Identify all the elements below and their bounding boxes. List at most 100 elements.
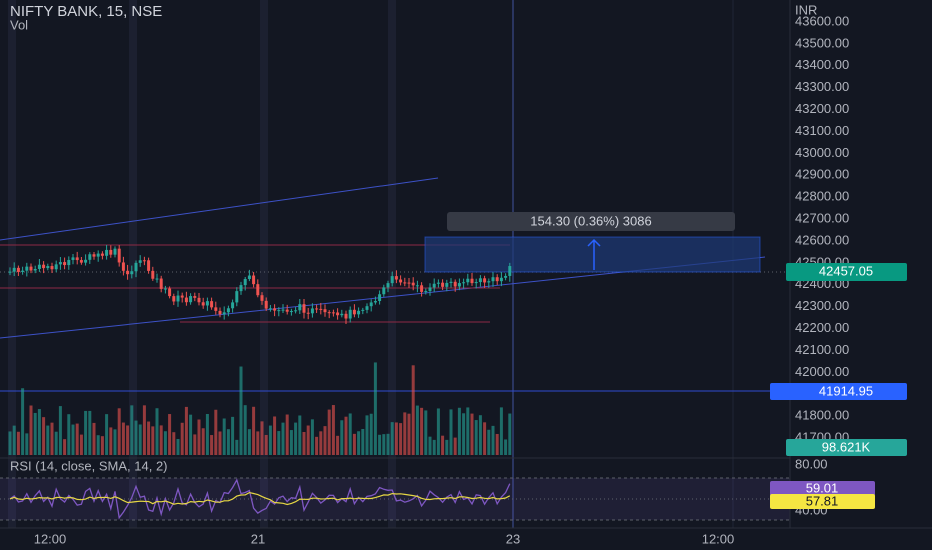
- candle: [113, 248, 117, 255]
- candle: [205, 301, 209, 306]
- candle: [365, 306, 369, 310]
- candle: [16, 267, 20, 272]
- candle: [281, 309, 285, 311]
- volume-bar: [184, 406, 188, 455]
- volume-bar: [445, 439, 449, 455]
- volume-bar: [189, 414, 193, 455]
- candle: [163, 288, 167, 290]
- candle: [193, 296, 197, 298]
- volume-bar: [508, 413, 512, 455]
- candle: [235, 291, 239, 303]
- time-label: 12:00: [702, 531, 735, 546]
- candle: [92, 254, 96, 257]
- price-label: 43300.00: [795, 79, 849, 94]
- price-label: 42900.00: [795, 167, 849, 182]
- candle: [474, 282, 478, 284]
- candle: [340, 313, 344, 316]
- volume-bar: [58, 406, 62, 455]
- volume-bar: [470, 413, 474, 455]
- candle: [268, 308, 272, 310]
- candle: [138, 260, 142, 263]
- candle: [344, 313, 348, 319]
- candle: [310, 308, 314, 314]
- volume-bar: [441, 435, 445, 455]
- volume-bar: [386, 433, 390, 455]
- rsi-axis-label: 80.00: [795, 456, 828, 471]
- candle: [147, 260, 151, 271]
- candle: [201, 302, 205, 306]
- candle: [453, 281, 457, 287]
- candle: [499, 277, 503, 282]
- volume-bar: [16, 431, 20, 455]
- volume-bar: [361, 428, 365, 455]
- candle: [319, 308, 323, 310]
- candle: [504, 275, 508, 278]
- candle: [8, 271, 12, 273]
- volume-bar: [63, 439, 67, 455]
- candle: [151, 270, 155, 279]
- volume-bar: [222, 418, 226, 455]
- volume-bar: [50, 422, 54, 455]
- candle: [50, 266, 54, 270]
- candle: [142, 260, 146, 262]
- price-label: 42300.00: [795, 298, 849, 313]
- volume-bar: [180, 422, 184, 455]
- volume-bar: [268, 425, 272, 455]
- price-label: 43200.00: [795, 101, 849, 116]
- volume-bar: [84, 410, 88, 455]
- volume-bar: [12, 425, 16, 455]
- volume-bar: [163, 431, 167, 455]
- volume-bar: [205, 413, 209, 455]
- volume-label: Vol: [10, 17, 28, 32]
- candle: [369, 302, 373, 307]
- volume-bar: [126, 425, 130, 455]
- volume-bar: [264, 434, 268, 455]
- volume-bar: [54, 431, 58, 455]
- volume-bars: [8, 362, 512, 455]
- candle: [264, 300, 268, 309]
- candle: [130, 271, 134, 275]
- volume-bar: [235, 439, 239, 455]
- last-price: 42457.05: [819, 263, 873, 278]
- candle: [21, 270, 25, 272]
- candle: [33, 268, 37, 271]
- volume-bar: [256, 431, 260, 455]
- volume-bar: [155, 408, 159, 455]
- candle: [495, 277, 499, 282]
- candle: [386, 283, 390, 288]
- volume-bar: [247, 429, 251, 455]
- candle: [210, 301, 214, 308]
- volume-bar: [105, 414, 109, 455]
- candle: [357, 310, 361, 315]
- candle: [289, 311, 293, 313]
- volume-bar: [420, 407, 424, 455]
- candle: [487, 281, 491, 283]
- volume-bar: [382, 434, 386, 455]
- candle: [63, 262, 67, 266]
- volume-bar: [390, 422, 394, 455]
- candle: [29, 266, 33, 271]
- price-label: 43100.00: [795, 123, 849, 138]
- volume-bar: [96, 435, 100, 455]
- candle: [294, 310, 298, 312]
- candle: [79, 260, 83, 263]
- volume-bar: [100, 436, 104, 455]
- volume-bar: [130, 405, 134, 455]
- candle: [42, 264, 46, 269]
- volume-bar: [302, 431, 306, 455]
- volume-bar: [315, 436, 319, 455]
- candle: [247, 275, 251, 280]
- candle: [441, 282, 445, 287]
- volume-bar: [319, 431, 323, 455]
- candle: [478, 278, 482, 283]
- candle: [239, 285, 243, 292]
- volume-bar: [121, 422, 125, 455]
- price-label: 43400.00: [795, 57, 849, 72]
- volume-bar: [474, 420, 478, 455]
- volume-bar: [75, 423, 79, 455]
- volume-bar: [407, 413, 411, 455]
- candles: [8, 244, 512, 325]
- candle: [315, 308, 319, 310]
- volume-bar: [79, 434, 83, 455]
- level-price: 41914.95: [819, 383, 873, 398]
